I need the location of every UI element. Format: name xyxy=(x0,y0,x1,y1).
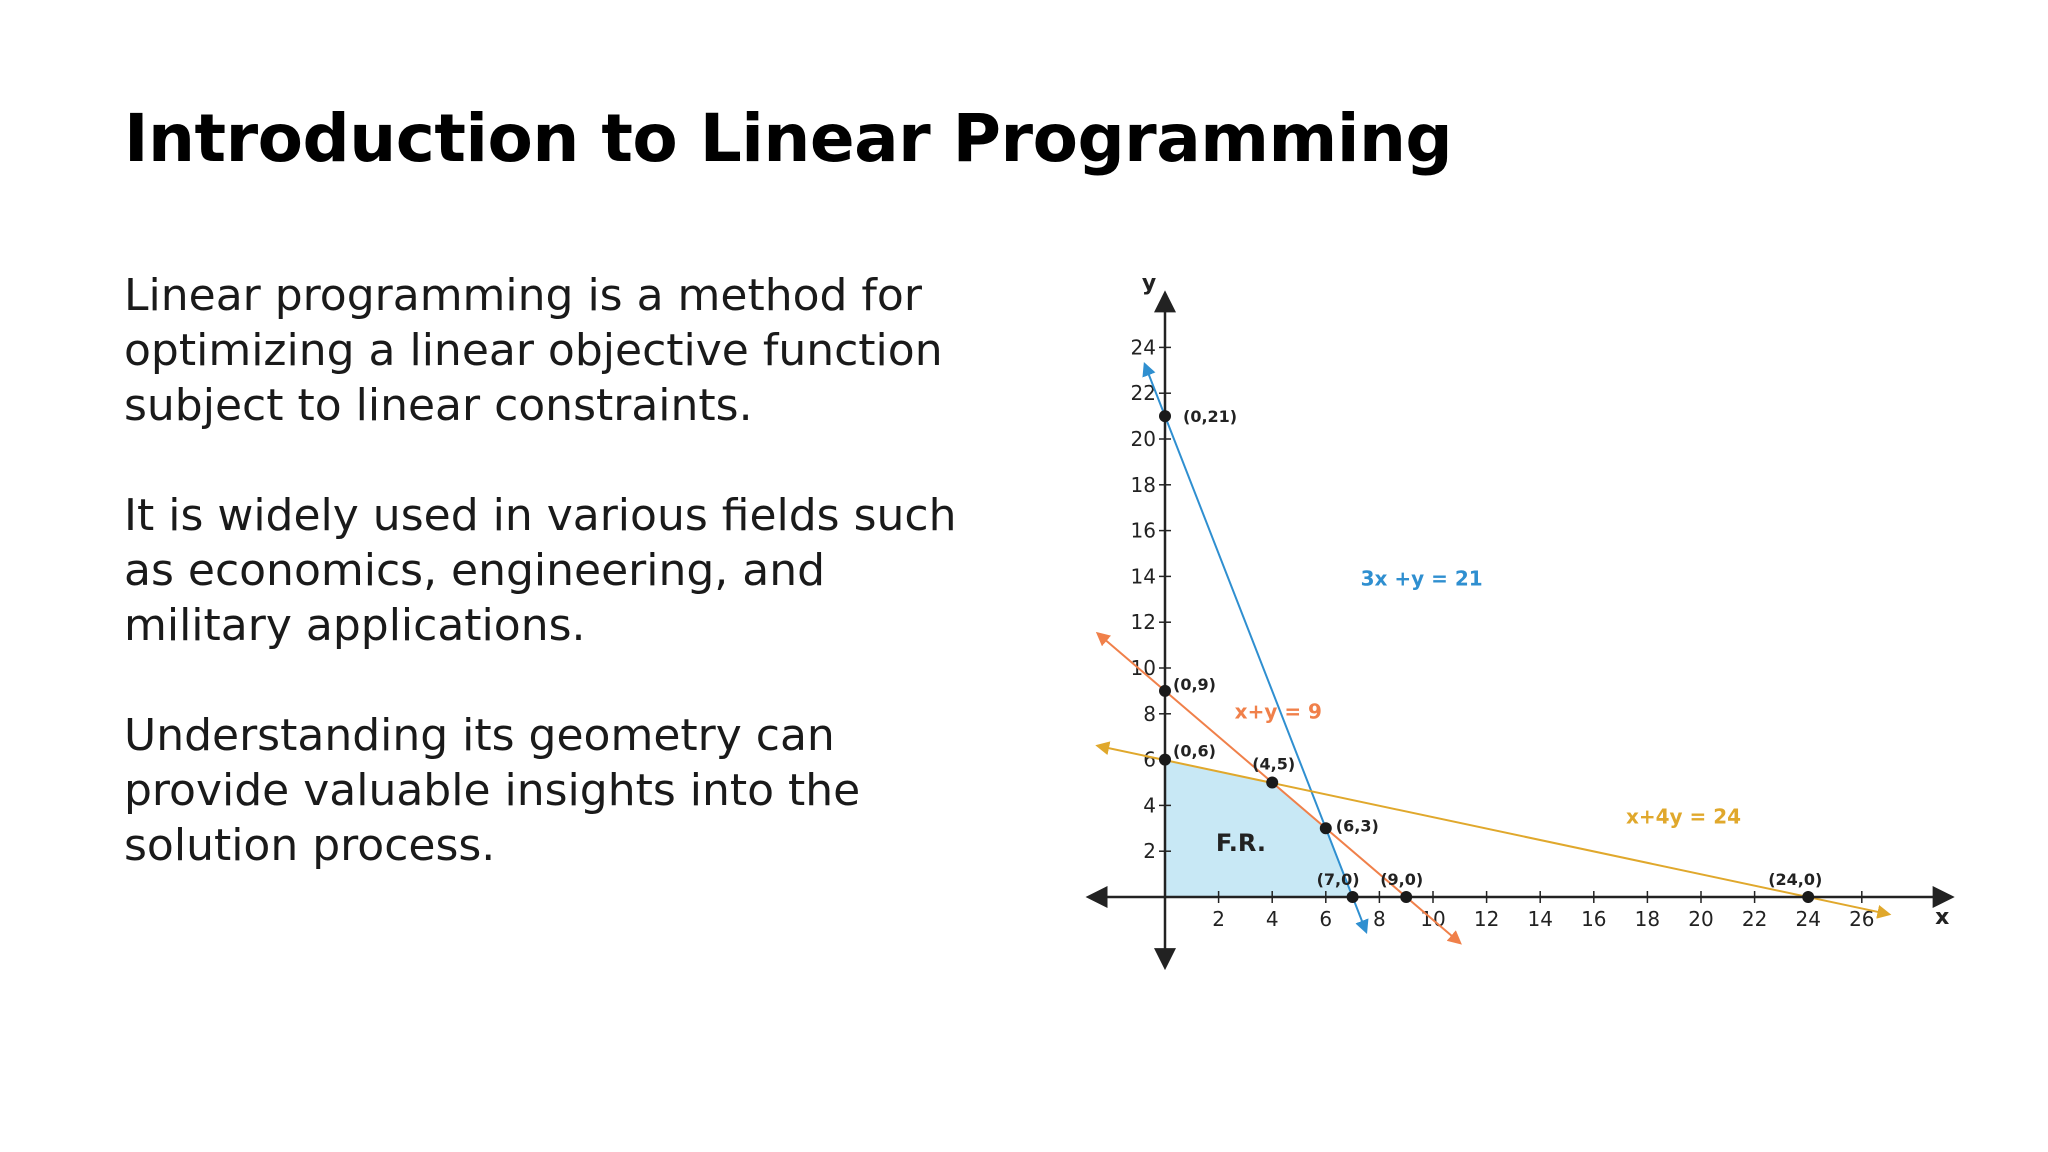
point-label: (0,9) xyxy=(1173,675,1216,694)
point-label: (7,0) xyxy=(1317,870,1360,889)
point-marker xyxy=(1159,753,1171,766)
y-axis-label: y xyxy=(1142,271,1156,296)
y-tick-label: 24 xyxy=(1131,335,1156,359)
x-tick-label: 6 xyxy=(1319,907,1332,931)
paragraph-geometry: Understanding its geometry can provide v… xyxy=(124,710,861,871)
point-label: (9,0) xyxy=(1380,870,1423,889)
y-tick-label: 12 xyxy=(1131,610,1156,634)
x-tick-label: 22 xyxy=(1742,907,1767,931)
constraint-label: x+4y = 24 xyxy=(1626,805,1741,829)
y-tick-label: 14 xyxy=(1131,564,1156,588)
x-tick-label: 24 xyxy=(1795,907,1820,931)
x-tick-label: 2 xyxy=(1212,907,1225,931)
point-marker xyxy=(1159,684,1171,697)
y-tick-label: 4 xyxy=(1143,793,1156,817)
point-label: (6,3) xyxy=(1336,816,1379,835)
point-marker xyxy=(1400,891,1413,903)
point-label: (0,6) xyxy=(1173,742,1216,761)
x-tick-label: 12 xyxy=(1474,907,1499,931)
y-tick-label: 18 xyxy=(1131,473,1156,497)
point-label: (0,21) xyxy=(1183,407,1237,426)
point-marker xyxy=(1802,891,1815,903)
y-tick-label: 10 xyxy=(1131,656,1156,680)
x-tick-label: 20 xyxy=(1688,907,1713,931)
constraint-label: 3x +y = 21 xyxy=(1361,567,1483,591)
y-tick-label: 6 xyxy=(1143,748,1156,772)
point-marker xyxy=(1346,891,1359,903)
x-tick-label: 14 xyxy=(1527,907,1552,931)
slide-title: Introduction to Linear Programming xyxy=(124,100,1453,177)
slide-body: Linear programming is a method for optim… xyxy=(124,268,1004,928)
y-tick-label: 16 xyxy=(1131,519,1156,543)
x-axis-label: x xyxy=(1935,905,1949,930)
paragraph-definition: Linear programming is a method for optim… xyxy=(124,270,943,431)
point-marker xyxy=(1159,410,1171,423)
x-tick-label: 4 xyxy=(1266,907,1279,931)
paragraph-applications: It is widely used in various fields such… xyxy=(124,490,957,651)
y-tick-label: 8 xyxy=(1143,702,1156,726)
x-tick-label: 18 xyxy=(1635,907,1660,931)
y-tick-label: 20 xyxy=(1131,427,1156,451)
y-tick-label: 2 xyxy=(1143,839,1156,863)
point-marker xyxy=(1319,822,1332,835)
point-marker xyxy=(1266,776,1279,789)
point-label: (4,5) xyxy=(1252,755,1295,774)
point-label: (24,0) xyxy=(1768,870,1822,889)
x-tick-label: 16 xyxy=(1581,907,1606,931)
feasible-region-label: F.R. xyxy=(1216,829,1266,857)
x-tick-label: 8 xyxy=(1373,907,1386,931)
constraint-label: x+y = 9 xyxy=(1235,699,1322,723)
